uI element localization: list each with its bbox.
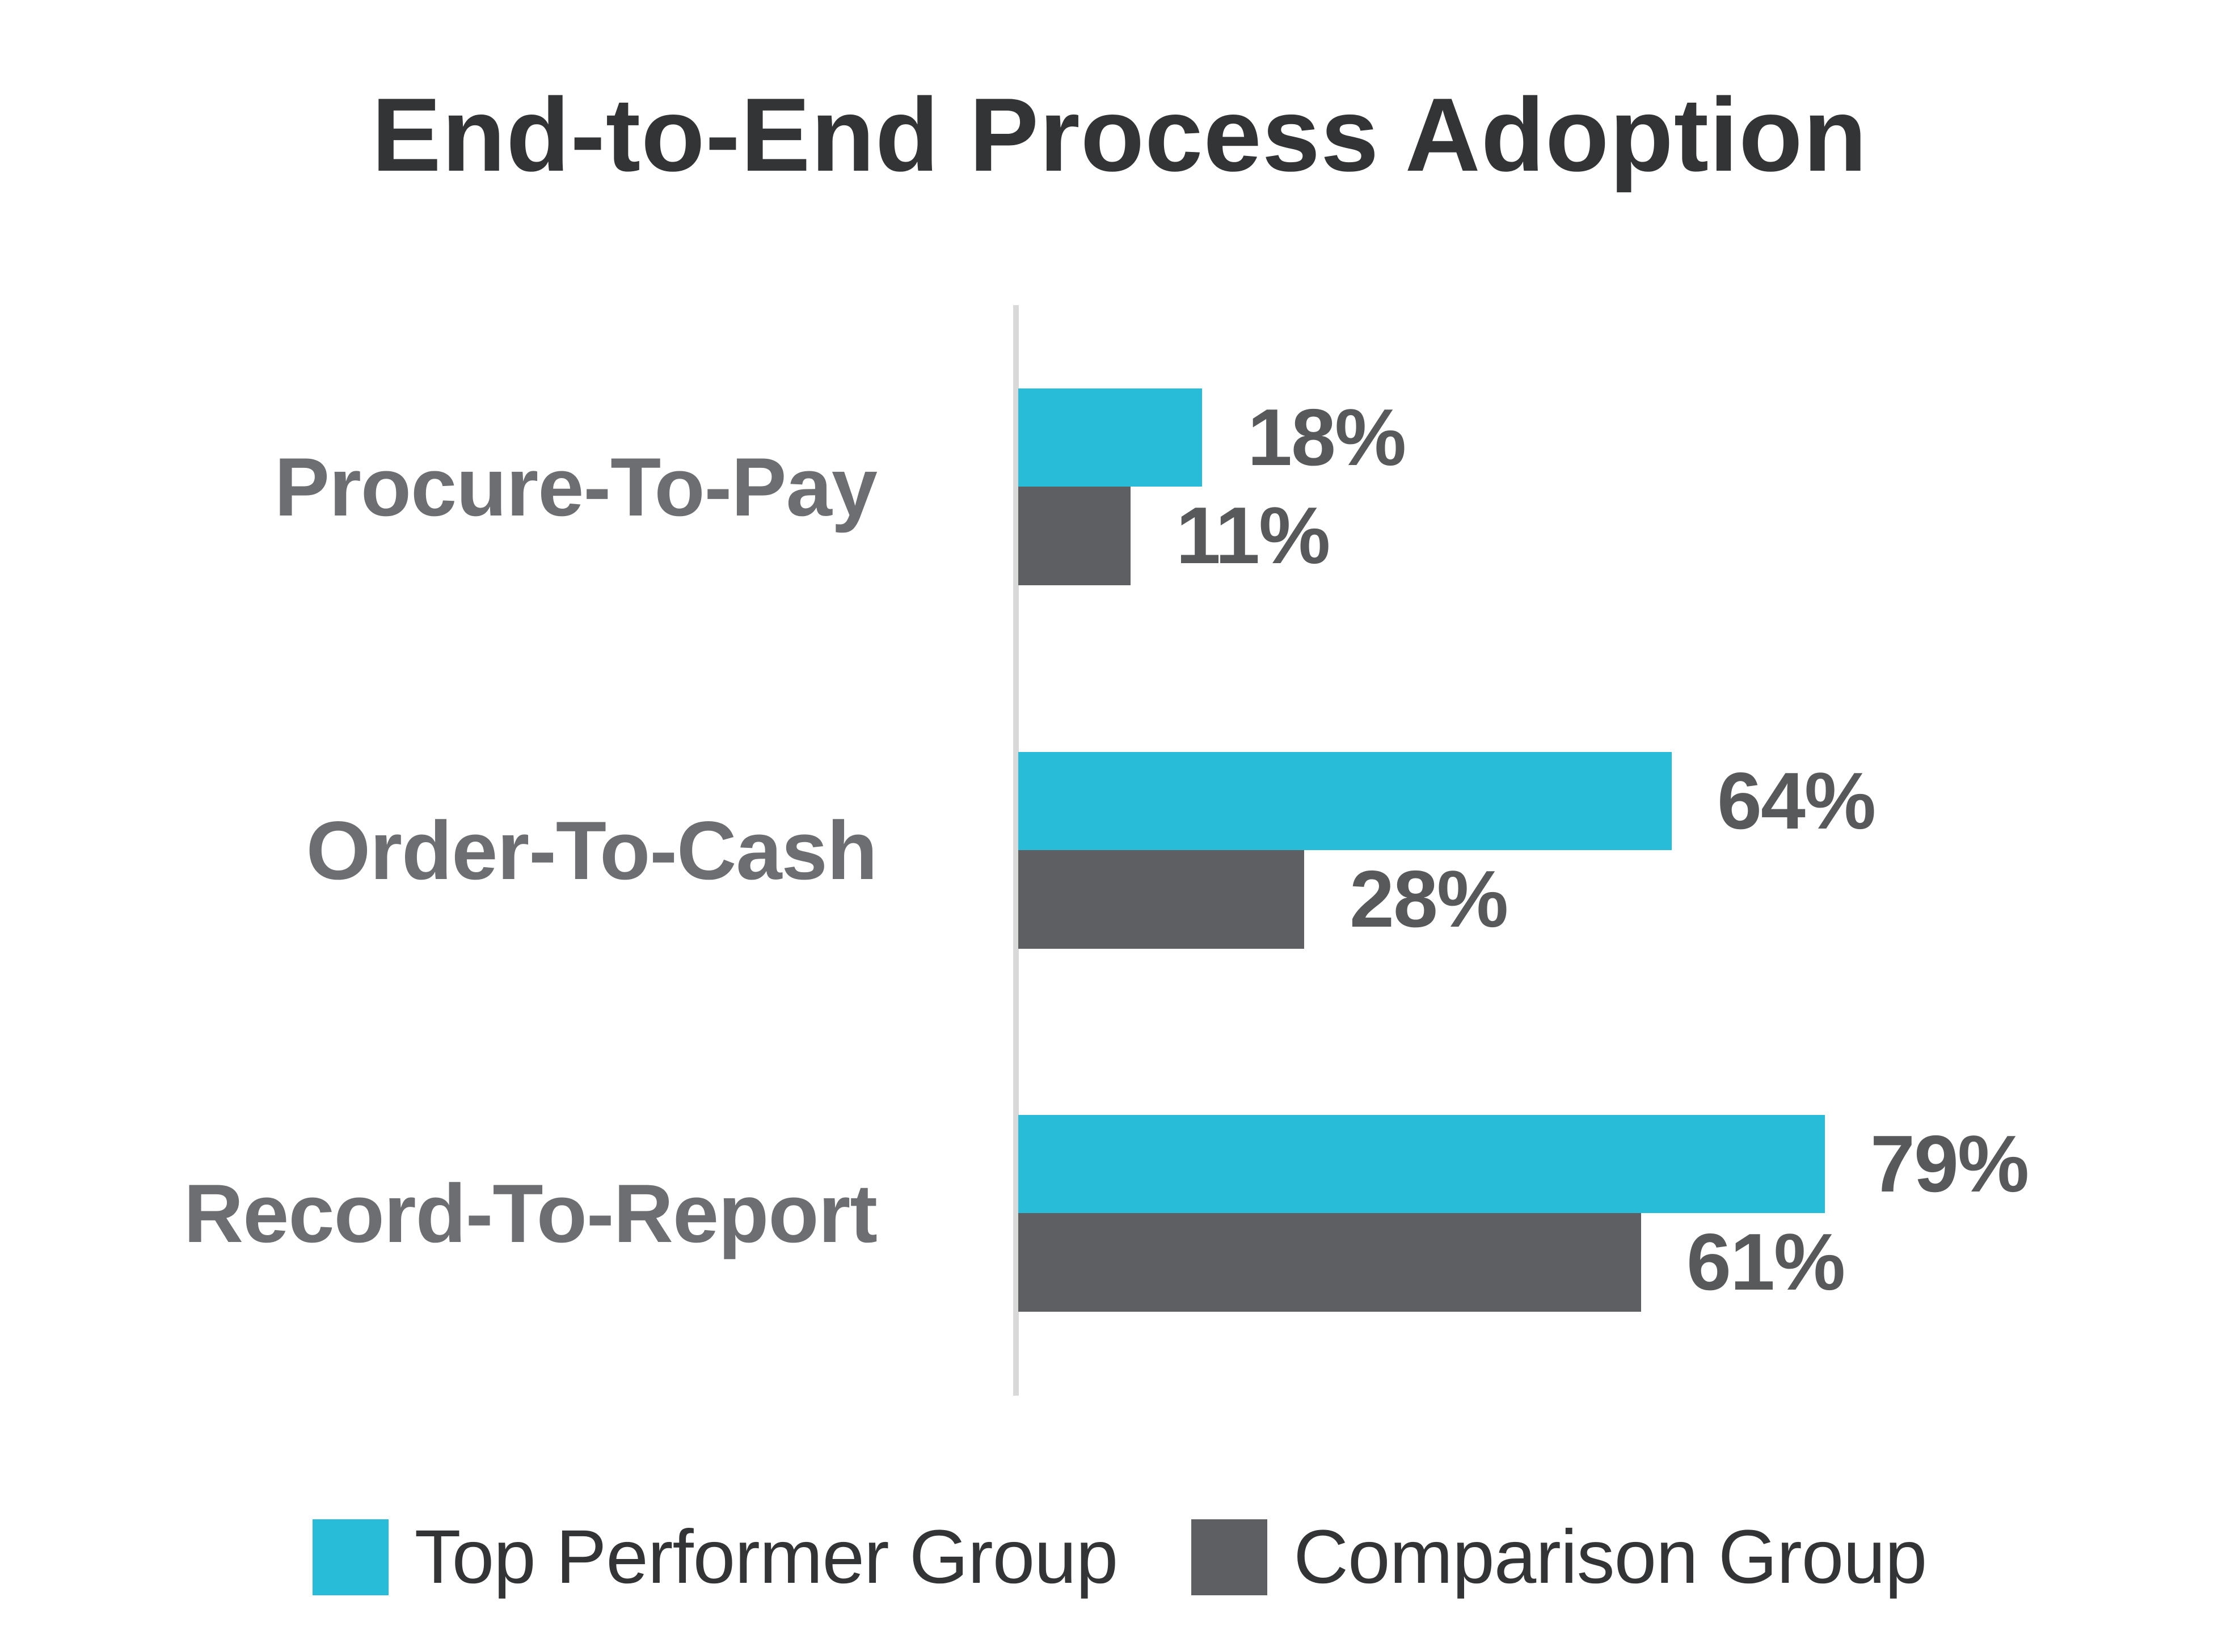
category-row-order-to-cash: Order-To-Cash 64% 28% [0,752,2239,949]
bar-top-performer [1018,1115,1825,1213]
bar-top-performer [1018,388,1202,487]
legend-item-comparison: Comparison Group [1191,1515,1927,1599]
value-label-comparison: 11% [1176,491,1330,581]
bar-line-top-performer: 79% [1018,1115,2029,1213]
bar-comparison [1018,1213,1641,1312]
bar-line-comparison: 61% [1018,1213,1845,1312]
value-label-top-performer: 64% [1717,755,1876,846]
value-label-comparison: 28% [1350,854,1508,944]
legend-label-comparison: Comparison Group [1293,1515,1927,1599]
bar-comparison [1018,850,1304,949]
bar-top-performer [1018,752,1672,850]
bar-line-top-performer: 64% [1018,752,1876,850]
bar-line-top-performer: 18% [1018,388,1406,487]
value-label-top-performer: 18% [1247,392,1406,483]
category-axis-line [1013,305,1019,1396]
category-label: Procure-To-Pay [274,440,878,533]
category-label: Record-To-Report [183,1167,878,1260]
value-label-comparison: 61% [1686,1217,1845,1307]
legend-swatch-comparison [1191,1519,1268,1595]
category-row-procure-to-pay: Procure-To-Pay 18% 11% [0,388,2239,585]
bar-comparison [1018,487,1131,585]
chart-title: End-to-End Process Adoption [372,76,1867,193]
category-label: Order-To-Cash [306,804,878,897]
value-label-top-performer: 79% [1870,1118,2029,1209]
bar-line-comparison: 11% [1018,487,1330,585]
legend-item-top-performer: Top Performer Group [312,1515,1119,1599]
legend-label-top-performer: Top Performer Group [414,1515,1119,1599]
category-row-record-to-report: Record-To-Report 79% 61% [0,1115,2239,1312]
legend-swatch-top-performer [312,1519,389,1595]
bar-line-comparison: 28% [1018,850,1508,949]
legend: Top Performer Group Comparison Group [0,1519,2239,1596]
